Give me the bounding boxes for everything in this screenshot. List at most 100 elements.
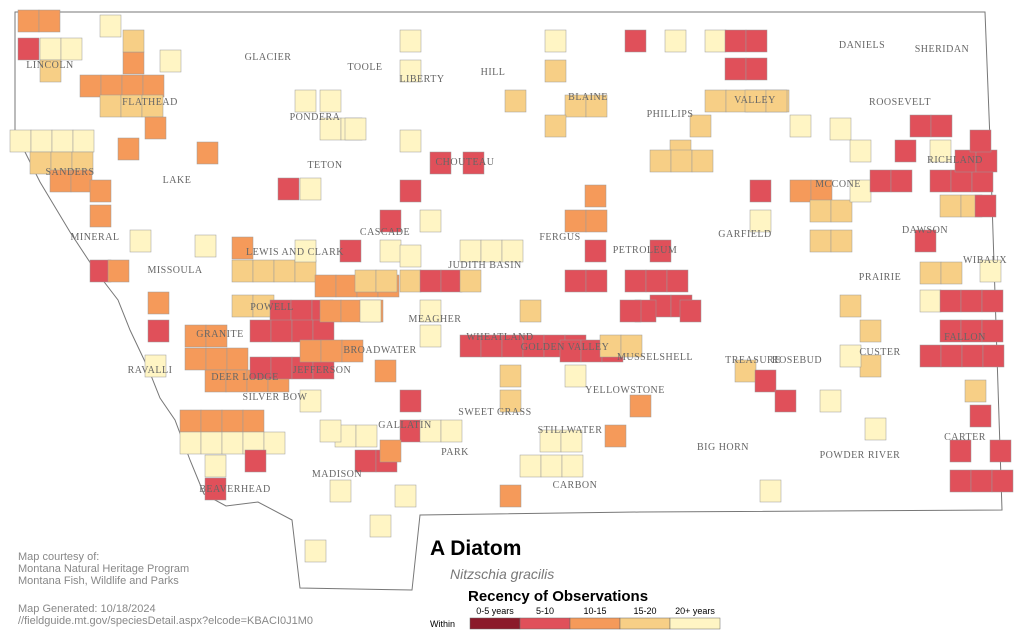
- observation-cell: [989, 439, 1012, 463]
- observation-cell: [375, 269, 398, 293]
- county-label: MADISON: [312, 469, 362, 480]
- observation-cell: [117, 137, 140, 161]
- observation-cell: [504, 89, 527, 113]
- observation-cell: [604, 424, 627, 448]
- observation-cell: [144, 354, 167, 378]
- observation-cell: [99, 94, 122, 118]
- observation-cell: [319, 299, 342, 323]
- observation-cell: [205, 324, 228, 348]
- observation-cell: [399, 179, 422, 203]
- county-label: CASCADE: [360, 227, 410, 238]
- county-label: CARBON: [553, 480, 598, 491]
- observation-cell: [981, 319, 1004, 343]
- observation-cell: [649, 239, 672, 263]
- observation-cell: [159, 49, 182, 73]
- observation-cell: [379, 209, 402, 233]
- observation-cell: [939, 289, 962, 313]
- observation-cell: [399, 389, 422, 413]
- observation-cell: [619, 299, 642, 323]
- observation-cell: [939, 194, 962, 218]
- county-label: CARTER: [944, 432, 986, 443]
- observation-cell: [359, 299, 382, 323]
- observation-cell: [670, 149, 693, 173]
- observation-cell: [294, 89, 317, 113]
- county-label: DANIELS: [839, 40, 885, 51]
- legend: 0-5 years 5-10 10-15 15-20 20+ years: [469, 606, 721, 630]
- legend-label: 20+ years: [675, 606, 715, 616]
- observation-cell: [961, 344, 984, 368]
- county-label: PARK: [441, 447, 469, 458]
- observation-cell: [89, 204, 112, 228]
- observation-cell: [273, 259, 296, 283]
- observation-cell: [774, 389, 797, 413]
- county-label: PETROLEUM: [613, 245, 678, 256]
- observation-cell: [99, 14, 122, 38]
- observation-cell: [226, 347, 249, 371]
- observation-cell: [221, 409, 244, 433]
- observation-cell: [205, 347, 228, 371]
- observation-cell: [724, 57, 747, 81]
- legend-prefix: Within: [430, 619, 455, 629]
- observation-cell: [429, 151, 452, 175]
- observation-cell: [369, 514, 392, 538]
- observation-cell: [919, 261, 942, 285]
- observation-cell: [754, 369, 777, 393]
- legend-title: Recency of Observations: [468, 588, 648, 605]
- observation-cell: [194, 234, 217, 258]
- observation-cell: [584, 239, 607, 263]
- observation-cell: [564, 209, 587, 233]
- observation-cell: [749, 209, 772, 233]
- observation-cell: [179, 431, 202, 455]
- observation-cell: [379, 239, 402, 263]
- county-label: CUSTER: [859, 347, 900, 358]
- observation-cell: [204, 477, 227, 501]
- legend-label: 15-20: [633, 606, 656, 616]
- observation-cell: [789, 114, 812, 138]
- observation-cell: [585, 209, 608, 233]
- county-label: WHEATLAND: [466, 332, 533, 343]
- observation-cell: [929, 139, 952, 163]
- observation-cell: [704, 89, 727, 113]
- county-labels: GLACIER TOOLE LIBERTY HILL BLAINE PHILLIPS VAL…: [26, 40, 1007, 495]
- observation-cell: [196, 141, 219, 165]
- county-label: LIBERTY: [399, 74, 444, 85]
- observation-cell: [809, 229, 832, 253]
- observation-cell: [399, 269, 422, 293]
- observation-cell: [39, 37, 62, 61]
- observation-cell: [314, 274, 337, 298]
- observation-cell: [585, 94, 608, 118]
- observation-cell: [930, 114, 953, 138]
- observation-cell: [184, 347, 207, 371]
- observation-cell: [560, 429, 583, 453]
- observation-cell: [304, 539, 327, 563]
- county-label: PRAIRIE: [859, 272, 901, 283]
- observation-cell: [950, 169, 973, 193]
- credit-line: Map courtesy of:: [18, 551, 99, 563]
- observation-cell: [231, 236, 254, 260]
- species-title: A Diatom: [430, 537, 521, 560]
- observation-cell: [564, 364, 587, 388]
- observation-cell: [499, 484, 522, 508]
- observation-cell: [749, 179, 772, 203]
- county-label: ROOSEVELT: [869, 97, 931, 108]
- observation-cell: [585, 269, 608, 293]
- county-label: CHOUTEAU: [436, 157, 495, 168]
- county-label: FALLON: [944, 332, 986, 343]
- observation-cell: [17, 37, 40, 61]
- legend-swatch: [569, 617, 621, 630]
- observation-cell: [399, 129, 422, 153]
- county-label: JEFFERSON: [293, 365, 351, 376]
- observation-cell: [745, 29, 768, 53]
- observation-cell: [964, 379, 987, 403]
- county-label: PHILLIPS: [647, 109, 694, 120]
- observation-cell: [9, 129, 32, 153]
- observation-cell: [244, 449, 267, 473]
- observation-cell: [354, 269, 377, 293]
- observation-cell: [969, 404, 992, 428]
- county-label: LINCOLN: [26, 60, 73, 71]
- observation-cell: [200, 409, 223, 433]
- county-label: GRANITE: [196, 329, 243, 340]
- county-label: ROSEBUD: [772, 355, 822, 366]
